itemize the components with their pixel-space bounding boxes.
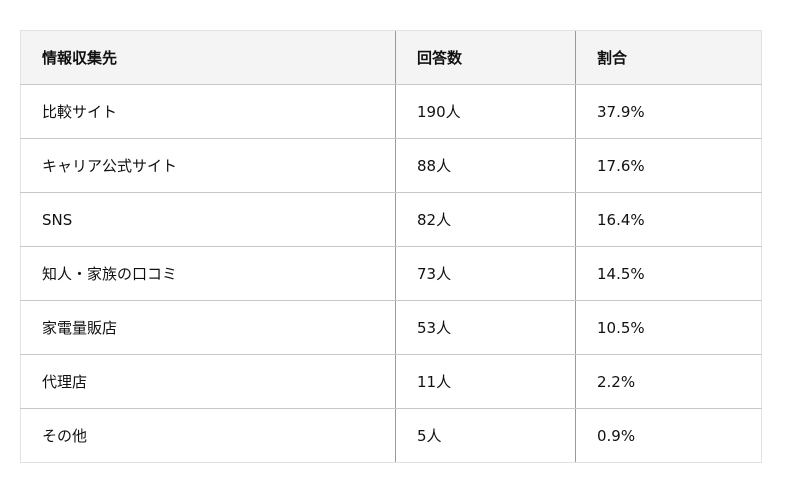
- header-ratio: 割合: [575, 30, 762, 85]
- info-source-table: 情報収集先 回答数 割合 比較サイト 190人 37.9% キャリア公式サイト 88人 1…: [20, 30, 762, 463]
- cell-ratio: 10.5%: [575, 300, 762, 355]
- cell-ratio: 0.9%: [575, 408, 762, 463]
- cell-ratio: 14.5%: [575, 246, 762, 301]
- table-row: SNS 82人 16.4%: [20, 192, 762, 247]
- table-row: キャリア公式サイト 88人 17.6%: [20, 138, 762, 193]
- cell-ratio: 17.6%: [575, 138, 762, 193]
- cell-source: 家電量販店: [20, 300, 396, 355]
- cell-ratio: 37.9%: [575, 84, 762, 139]
- cell-count: 73人: [395, 246, 576, 301]
- table-row: 知人・家族の口コミ 73人 14.5%: [20, 246, 762, 301]
- header-row: 情報収集先 回答数 割合: [20, 30, 762, 85]
- cell-ratio: 16.4%: [575, 192, 762, 247]
- cell-source: 知人・家族の口コミ: [20, 246, 396, 301]
- cell-source: キャリア公式サイト: [20, 138, 396, 193]
- cell-count: 190人: [395, 84, 576, 139]
- cell-source: その他: [20, 408, 396, 463]
- table-row: 比較サイト 190人 37.9%: [20, 84, 762, 139]
- header-source: 情報収集先: [20, 30, 396, 85]
- cell-count: 11人: [395, 354, 576, 409]
- cell-source: SNS: [20, 192, 396, 247]
- cell-count: 82人: [395, 192, 576, 247]
- cell-source: 代理店: [20, 354, 396, 409]
- cell-ratio: 2.2%: [575, 354, 762, 409]
- table-row: 家電量販店 53人 10.5%: [20, 300, 762, 355]
- cell-count: 53人: [395, 300, 576, 355]
- table-row: その他 5人 0.9%: [20, 408, 762, 463]
- cell-count: 5人: [395, 408, 576, 463]
- header-count: 回答数: [395, 30, 576, 85]
- cell-count: 88人: [395, 138, 576, 193]
- table-row: 代理店 11人 2.2%: [20, 354, 762, 409]
- cell-source: 比較サイト: [20, 84, 396, 139]
